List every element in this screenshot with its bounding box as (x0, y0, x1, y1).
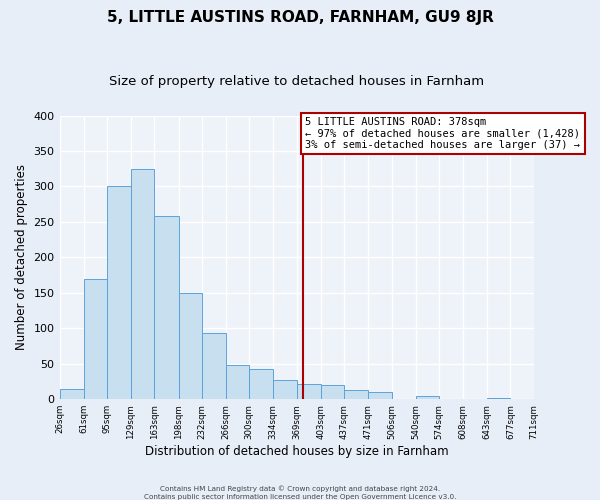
Bar (250, 370, 273, 399)
Bar (131, 168, 154, 399)
Bar (154, 216, 179, 399)
Bar (59, 388, 84, 399)
Bar (179, 293, 202, 399)
Bar (107, 186, 131, 399)
Y-axis label: Number of detached properties: Number of detached properties (15, 164, 28, 350)
Bar (273, 380, 297, 399)
Text: 5 LITTLE AUSTINS ROAD: 378sqm
← 97% of detached houses are smaller (1,428)
3% of: 5 LITTLE AUSTINS ROAD: 378sqm ← 97% of d… (305, 117, 580, 150)
Bar (226, 365, 250, 399)
Text: Contains HM Land Registry data © Crown copyright and database right 2024.: Contains HM Land Registry data © Crown c… (160, 486, 440, 492)
Bar (202, 334, 226, 399)
Bar (84, 278, 107, 399)
Bar (368, 392, 392, 399)
Title: Size of property relative to detached houses in Farnham: Size of property relative to detached ho… (109, 75, 484, 88)
Bar (416, 396, 439, 399)
Bar (297, 384, 320, 399)
Bar (487, 398, 511, 399)
X-axis label: Distribution of detached houses by size in Farnham: Distribution of detached houses by size … (145, 444, 449, 458)
Bar (344, 390, 368, 399)
Text: 5, LITTLE AUSTINS ROAD, FARNHAM, GU9 8JR: 5, LITTLE AUSTINS ROAD, FARNHAM, GU9 8JR (107, 10, 493, 25)
Bar (320, 385, 344, 399)
Text: Contains public sector information licensed under the Open Government Licence v3: Contains public sector information licen… (144, 494, 456, 500)
